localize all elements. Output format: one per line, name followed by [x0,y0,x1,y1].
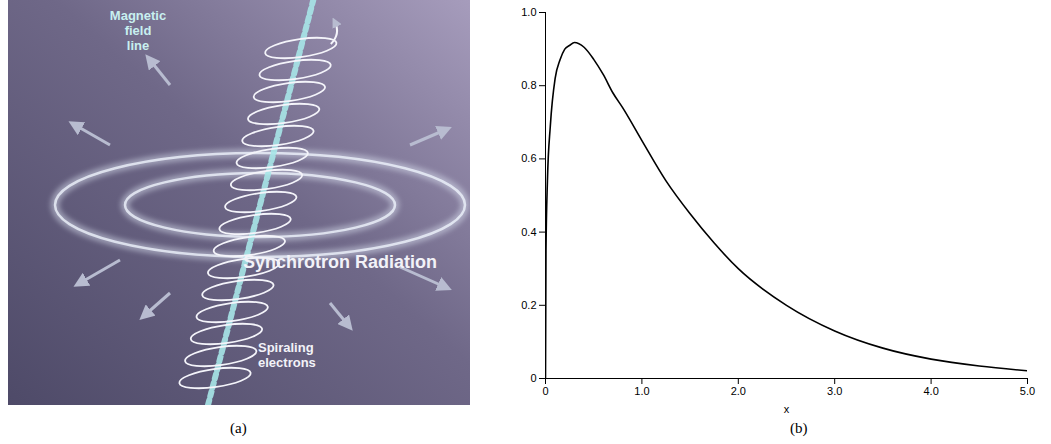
svg-text:Spiralingelectrons: Spiralingelectrons [258,340,316,370]
svg-text:0: 0 [542,385,548,397]
html-text:(b): (b) [790,420,808,436]
svg-text:0.6: 0.6 [521,152,536,164]
svg-text:2.0: 2.0 [731,385,746,397]
svg-text:0.8: 0.8 [521,79,536,91]
svg-text:x: x [784,403,790,415]
svg-text:1.0: 1.0 [521,6,536,18]
svg-text:5.0: 5.0 [1020,385,1035,397]
svg-text:0: 0 [530,372,536,384]
svg-text:Magneticfieldline: Magneticfieldline [110,8,166,53]
html-text:(a): (a) [230,420,247,436]
svg-text:1.0: 1.0 [634,385,649,397]
svg-text:0.2: 0.2 [521,299,536,311]
svg-text:4.0: 4.0 [923,385,938,397]
svg-text:3.0: 3.0 [827,385,842,397]
svg-text:0.4: 0.4 [521,226,536,238]
svg-text:Synchrotron Radiation: Synchrotron Radiation [243,252,437,272]
